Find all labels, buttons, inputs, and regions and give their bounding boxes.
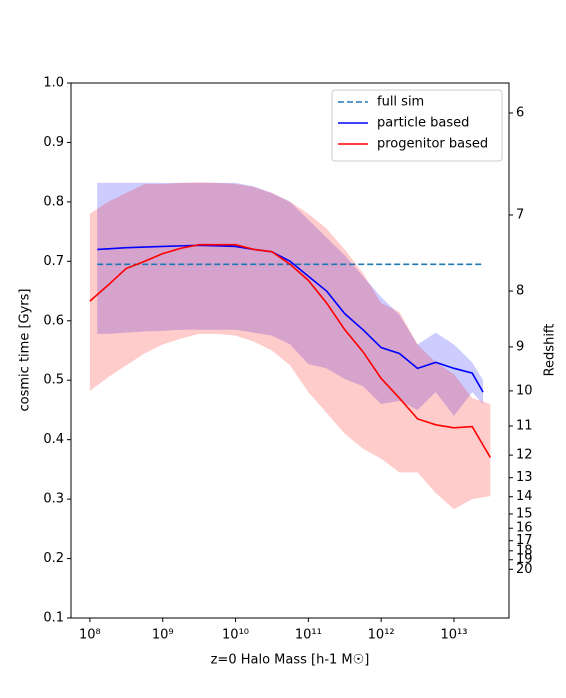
y2-tick-label: 6 [516, 105, 524, 120]
y-tick-label: 0.2 [43, 551, 64, 566]
y2-tick-label: 18 [516, 543, 533, 558]
y2-tick-label: 16 [516, 521, 533, 536]
y-axis-label: cosmic time [Gyrs] [18, 289, 33, 412]
y2-tick-label: 7 [516, 207, 524, 222]
y2-tick-label: 8 [516, 284, 524, 299]
band [97, 182, 484, 416]
legend-label: full sim [377, 95, 424, 110]
y2-axis-label: Redshift [543, 324, 558, 377]
x-axis-label: z=0 Halo Mass [h-1 M☉] [211, 653, 370, 668]
x-tick-label: 10⁹ [152, 628, 174, 643]
y2-tick-label: 10 [516, 383, 533, 398]
x-tick-label: 10¹³ [440, 628, 467, 643]
y-tick-label: 0.5 [43, 373, 64, 388]
legend-label: progenitor based [377, 137, 488, 152]
y2-tick-label: 13 [516, 470, 533, 485]
x-tick-label: 10¹⁰ [222, 628, 249, 643]
y2-tick-label: 19 [516, 552, 533, 567]
y2-tick-label: 11 [516, 418, 533, 433]
line [97, 244, 484, 393]
line [89, 243, 492, 458]
y-tick-label: 0.1 [43, 611, 64, 626]
y-tick-label: 0.9 [43, 135, 64, 150]
plot-frame [70, 82, 510, 619]
legend-box [331, 89, 503, 162]
x-tick-label: 10⁸ [79, 628, 101, 643]
y-tick-label: 0.8 [43, 194, 64, 209]
x-tick-label: 10¹² [368, 628, 395, 643]
y-tick-label: 0.3 [43, 492, 64, 507]
y2-tick-label: 9 [516, 339, 524, 354]
y2-tick-label: 15 [516, 506, 533, 521]
legend-label: particle based [377, 116, 469, 131]
y2-tick-label: 20 [516, 562, 533, 577]
y2-tick-label: 12 [516, 448, 533, 463]
y-tick-label: 1.0 [43, 76, 64, 91]
y2-tick-label: 17 [516, 533, 533, 548]
y2-tick-label: 14 [516, 489, 533, 504]
x-tick-label: 10¹¹ [295, 628, 322, 643]
y-tick-label: 0.7 [43, 254, 64, 269]
y-tick-label: 0.6 [43, 313, 64, 328]
y-tick-label: 0.4 [43, 432, 64, 447]
